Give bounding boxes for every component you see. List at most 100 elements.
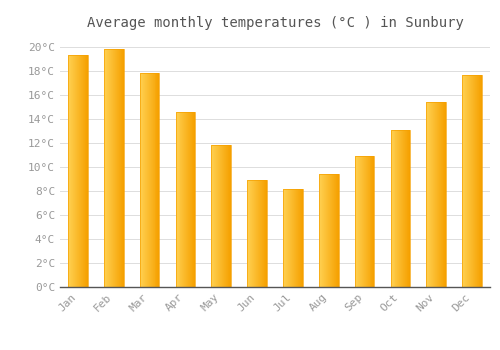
- Bar: [479, 75, 480, 287]
- Bar: [302, 189, 303, 287]
- Bar: [463, 75, 464, 287]
- Bar: [150, 74, 152, 287]
- Bar: [462, 75, 482, 287]
- Bar: [105, 49, 106, 287]
- Bar: [226, 145, 227, 287]
- Bar: [438, 102, 439, 287]
- Bar: [440, 102, 441, 287]
- Bar: [77, 55, 78, 287]
- Bar: [176, 112, 196, 287]
- Bar: [296, 189, 297, 287]
- Bar: [430, 102, 432, 287]
- Bar: [294, 189, 295, 287]
- Bar: [228, 145, 229, 287]
- Bar: [256, 180, 257, 287]
- Bar: [72, 55, 73, 287]
- Bar: [248, 180, 249, 287]
- Bar: [476, 75, 477, 287]
- Bar: [80, 55, 81, 287]
- Bar: [266, 180, 267, 287]
- Bar: [254, 180, 255, 287]
- Bar: [474, 75, 475, 287]
- Bar: [142, 74, 144, 287]
- Bar: [253, 180, 254, 287]
- Bar: [249, 180, 250, 287]
- Bar: [301, 189, 302, 287]
- Bar: [104, 49, 105, 287]
- Bar: [467, 75, 468, 287]
- Bar: [398, 130, 400, 287]
- Bar: [283, 189, 303, 287]
- Bar: [140, 74, 160, 287]
- Bar: [328, 174, 329, 287]
- Bar: [182, 112, 184, 287]
- Bar: [327, 174, 328, 287]
- Bar: [473, 75, 474, 287]
- Bar: [360, 156, 362, 287]
- Bar: [85, 55, 86, 287]
- Bar: [111, 49, 112, 287]
- Bar: [434, 102, 436, 287]
- Bar: [299, 189, 300, 287]
- Bar: [394, 130, 396, 287]
- Bar: [426, 102, 428, 287]
- Bar: [332, 174, 334, 287]
- Bar: [229, 145, 230, 287]
- Bar: [114, 49, 116, 287]
- Bar: [259, 180, 260, 287]
- Bar: [68, 55, 69, 287]
- Bar: [251, 180, 252, 287]
- Bar: [466, 75, 467, 287]
- Bar: [212, 145, 214, 287]
- Bar: [263, 180, 264, 287]
- Bar: [326, 174, 327, 287]
- Bar: [408, 130, 410, 287]
- Bar: [370, 156, 372, 287]
- Bar: [390, 130, 410, 287]
- Bar: [443, 102, 444, 287]
- Bar: [82, 55, 83, 287]
- Bar: [258, 180, 259, 287]
- Bar: [68, 55, 88, 287]
- Bar: [190, 112, 192, 287]
- Bar: [437, 102, 438, 287]
- Bar: [442, 102, 443, 287]
- Bar: [358, 156, 360, 287]
- Bar: [112, 49, 113, 287]
- Bar: [392, 130, 394, 287]
- Bar: [247, 180, 248, 287]
- Bar: [225, 145, 226, 287]
- Bar: [140, 74, 141, 287]
- Bar: [292, 189, 293, 287]
- Bar: [261, 180, 262, 287]
- Bar: [323, 174, 324, 287]
- Bar: [186, 112, 188, 287]
- Bar: [400, 130, 402, 287]
- Bar: [426, 102, 446, 287]
- Bar: [81, 55, 82, 287]
- Bar: [87, 55, 88, 287]
- Bar: [118, 49, 120, 287]
- Bar: [289, 189, 290, 287]
- Bar: [180, 112, 182, 287]
- Bar: [79, 55, 80, 287]
- Bar: [156, 74, 158, 287]
- Bar: [212, 145, 231, 287]
- Bar: [404, 130, 406, 287]
- Bar: [184, 112, 186, 287]
- Bar: [480, 75, 481, 287]
- Bar: [120, 49, 122, 287]
- Bar: [218, 145, 220, 287]
- Bar: [436, 102, 438, 287]
- Bar: [107, 49, 108, 287]
- Bar: [106, 49, 107, 287]
- Bar: [336, 174, 338, 287]
- Bar: [214, 145, 216, 287]
- Bar: [468, 75, 469, 287]
- Bar: [158, 74, 160, 287]
- Bar: [364, 156, 366, 287]
- Bar: [265, 180, 266, 287]
- Bar: [283, 189, 284, 287]
- Bar: [354, 156, 374, 287]
- Bar: [406, 130, 408, 287]
